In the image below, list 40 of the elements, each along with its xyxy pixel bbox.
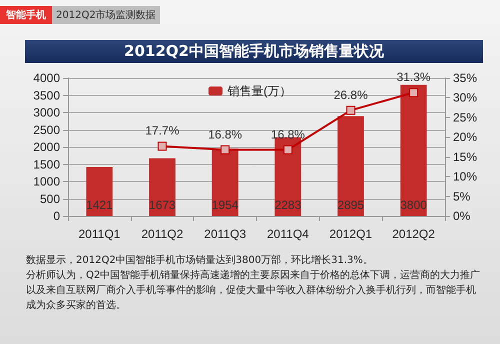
y-tick-label: 2000 xyxy=(33,140,60,154)
y-tick-label: 1500 xyxy=(33,157,60,172)
y-tick-label: 0 xyxy=(53,209,60,223)
data-label: 26.8% xyxy=(334,88,368,102)
y-tick-label: 3500 xyxy=(33,88,60,102)
data-label: 1673 xyxy=(148,198,176,212)
y2-tick-label: 10% xyxy=(453,170,478,184)
x-tick-label: 2011Q2 xyxy=(141,227,184,241)
y2-tick-label: 25% xyxy=(453,110,478,124)
x-tick-label: 2012Q1 xyxy=(329,227,372,241)
data-label: 3800 xyxy=(400,198,428,212)
data-label: 31.3% xyxy=(396,70,431,84)
y2-tick-label: 35% xyxy=(453,71,478,85)
y-tick-label: 500 xyxy=(40,192,60,206)
text: 2012Q2市场监测数据 xyxy=(52,6,160,24)
data-label: 2895 xyxy=(337,198,364,212)
y2-tick-label: 30% xyxy=(453,90,478,105)
y-tick-label: 4000 xyxy=(33,71,60,85)
y2-tick-label: 15% xyxy=(453,150,478,164)
text: 智能手机 xyxy=(0,6,52,24)
text: 数据显示，2012Q2中国智能手机市场销量达到3800万部，环比增长31.3%。 xyxy=(26,254,374,268)
chart-title: 2012Q2中国智能手机市场销售量状况 xyxy=(25,40,483,63)
y-tick-label: 2500 xyxy=(33,122,60,137)
data-label: 1421 xyxy=(86,198,114,212)
data-label: 16.8% xyxy=(270,127,306,142)
x-tick-label: 2011Q4 xyxy=(267,227,310,241)
text: 分析师认为，Q2中国智能手机销量保持高速递增的主要原因来自于价格的总体下调，运营商的大力推广以及来自互联网厂商介入手机等事件的影响，促使大量中等收入群体纷纷介入换手机行列，而智能手机成为众多买家的首选。 xyxy=(26,268,482,313)
y-tick-label: 1000 xyxy=(33,174,60,188)
x-tick-label: 2011Q1 xyxy=(78,227,121,241)
y2-tick-label: 5% xyxy=(453,189,471,204)
y2-tick-label: 0% xyxy=(453,209,471,223)
data-label: 2283 xyxy=(274,198,302,212)
x-tick-label: 2012Q2 xyxy=(392,227,436,241)
legend-label: 销售量(万） xyxy=(226,84,292,98)
y2-tick-label: 20% xyxy=(453,130,478,144)
x-tick-label: 2011Q3 xyxy=(204,227,246,241)
y-tick-label: 3000 xyxy=(33,106,60,120)
data-label: 1954 xyxy=(212,198,239,212)
data-label: 16.8% xyxy=(208,127,242,142)
data-label: 17.7% xyxy=(145,124,180,138)
